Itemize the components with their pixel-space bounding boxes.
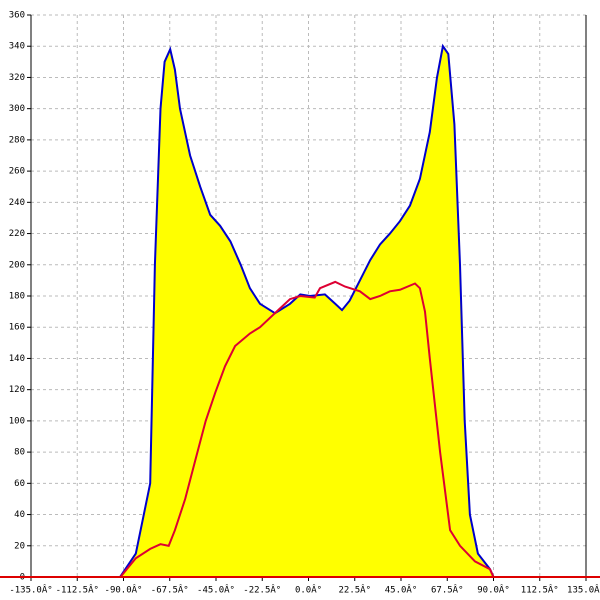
y-tick-label: 40 [14, 510, 25, 520]
x-tick-label: -112.5Â° [56, 584, 99, 596]
y-tick-label: 180 [9, 292, 25, 302]
x-tick-label: 45.0Â° [385, 584, 418, 596]
y-tick-label: 60 [14, 479, 25, 489]
y-tick-label: 340 [9, 42, 25, 52]
y-tick-label: 80 [14, 448, 25, 458]
y-tick-label: 20 [14, 541, 25, 551]
x-tick-label: -135.0Â° [9, 584, 52, 596]
x-tick-label: 0.0Â° [295, 584, 322, 596]
x-tick-label: 90.0Â° [477, 584, 510, 596]
y-tick-label: 260 [9, 167, 25, 177]
y-tick-label: 120 [9, 385, 25, 395]
area [119, 43, 495, 578]
y-tick-label: 140 [9, 354, 25, 364]
x-tick-label: -90.0Â° [105, 584, 143, 596]
y-tick-label: 160 [9, 323, 25, 333]
x-tick-label: 67.5Â° [431, 584, 464, 596]
y-tick-label: 360 [9, 11, 25, 21]
x-tick-label: -45.0Â° [197, 584, 235, 596]
line [119, 280, 495, 578]
y-tick-label: 200 [9, 260, 25, 270]
y-tick-label: 100 [9, 416, 25, 426]
x-tick-label: 135.0Â° [567, 584, 600, 596]
y-tick-label: 300 [9, 104, 25, 114]
x-tick-label: 22.5Â° [338, 584, 371, 596]
x-tick-label: -67.5Â° [151, 584, 189, 596]
x-tick-label: 112.5Â° [521, 584, 559, 596]
x-tick-label: -22.5Â° [243, 584, 281, 596]
y-tick-label: 280 [9, 135, 25, 145]
y-tick-label: 240 [9, 198, 25, 208]
y-tick-label: 320 [9, 73, 25, 83]
y-tick-label: 220 [9, 229, 25, 239]
